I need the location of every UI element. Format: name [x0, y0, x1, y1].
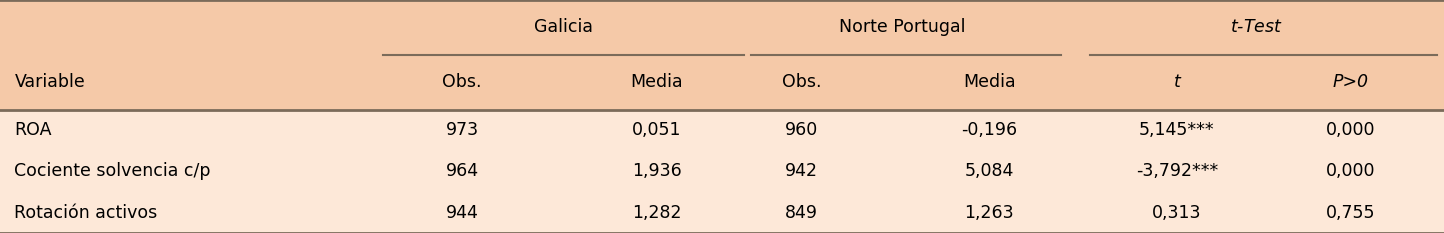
Bar [0, 151, 1444, 192]
Bar [0, 0, 1444, 55]
Text: Cociente solvencia c/p: Cociente solvencia c/p [14, 162, 211, 180]
Bar [0, 192, 1444, 233]
Bar [0, 55, 1444, 110]
Text: 5,084: 5,084 [965, 162, 1014, 180]
Text: Galicia: Galicia [534, 18, 592, 36]
Text: 0,313: 0,313 [1152, 204, 1201, 222]
Text: Norte Portugal: Norte Portugal [839, 18, 966, 36]
Text: 964: 964 [446, 162, 478, 180]
Text: 942: 942 [786, 162, 817, 180]
Text: 0,000: 0,000 [1326, 162, 1375, 180]
Text: 849: 849 [786, 204, 817, 222]
Text: $t$-Test: $t$-Test [1230, 18, 1282, 36]
Text: 973: 973 [446, 121, 478, 139]
Text: 1,282: 1,282 [632, 204, 682, 222]
Bar [0, 110, 1444, 151]
Text: Variable: Variable [14, 73, 85, 91]
Text: Obs.: Obs. [781, 73, 822, 91]
Text: -3,792***: -3,792*** [1136, 162, 1217, 180]
Text: 0,755: 0,755 [1326, 204, 1375, 222]
Text: Media: Media [631, 73, 683, 91]
Text: 944: 944 [446, 204, 478, 222]
Text: ROA: ROA [14, 121, 52, 139]
Text: t: t [1174, 73, 1180, 91]
Text: 960: 960 [784, 121, 819, 139]
Text: P>0: P>0 [1333, 73, 1367, 91]
Text: Media: Media [963, 73, 1015, 91]
Text: 1,936: 1,936 [632, 162, 682, 180]
Text: Rotación activos: Rotación activos [14, 204, 157, 222]
Text: -0,196: -0,196 [962, 121, 1017, 139]
Text: 1,263: 1,263 [965, 204, 1014, 222]
Text: 0,000: 0,000 [1326, 121, 1375, 139]
Text: 0,051: 0,051 [632, 121, 682, 139]
Text: 5,145***: 5,145*** [1139, 121, 1214, 139]
Text: Obs.: Obs. [442, 73, 482, 91]
